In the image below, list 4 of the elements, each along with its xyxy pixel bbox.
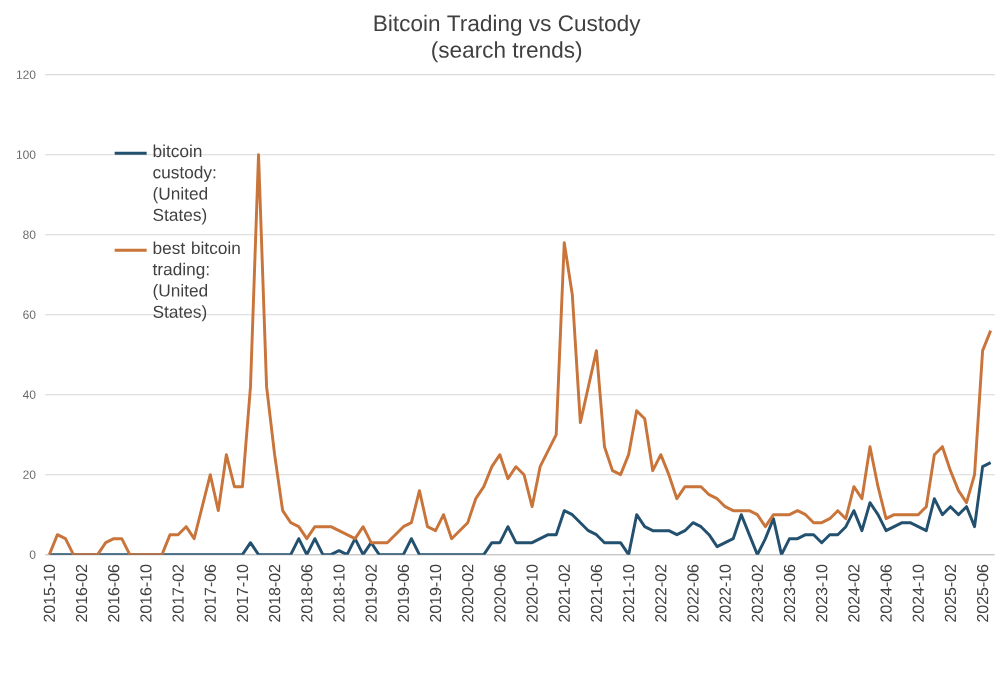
chart-subtitle: (search trends) [432,41,582,63]
legend-label: best bitcoin trading: (United States) [152,241,240,322]
legend-label: bitcoin custody: (United States) [153,144,216,225]
chart-title: Bitcoin Trading vs Custody [374,14,641,36]
